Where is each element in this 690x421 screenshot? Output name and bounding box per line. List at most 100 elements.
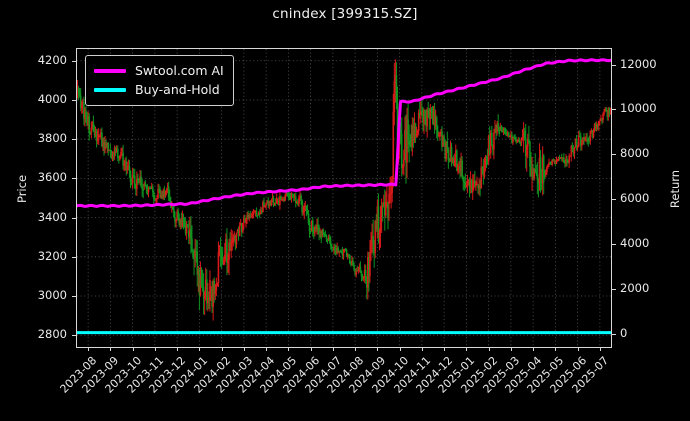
tick-mark bbox=[510, 347, 512, 351]
legend[interactable]: Swtool.com AI Buy-and-Hold bbox=[85, 55, 234, 106]
candle-body bbox=[593, 124, 596, 131]
line-series bbox=[77, 58, 611, 335]
legend-item-ai[interactable]: Swtool.com AI bbox=[94, 61, 224, 80]
candle-body bbox=[557, 157, 560, 160]
candle-body bbox=[529, 141, 531, 167]
candle-body bbox=[269, 202, 272, 205]
candle-body bbox=[216, 283, 219, 285]
candle-body bbox=[320, 231, 323, 240]
candle-body bbox=[183, 222, 186, 226]
candle-body bbox=[435, 117, 438, 131]
tick-mark bbox=[399, 347, 401, 351]
candle-body bbox=[210, 288, 212, 298]
candle-body bbox=[94, 131, 97, 135]
candle-body bbox=[226, 239, 228, 264]
tick-mark bbox=[332, 347, 334, 351]
tick-mark bbox=[266, 347, 268, 351]
candle-body bbox=[518, 139, 521, 143]
candle-body bbox=[446, 141, 449, 150]
y-tick-right: 2000 bbox=[620, 280, 650, 295]
candle-body bbox=[138, 180, 140, 182]
candle-body bbox=[371, 235, 373, 245]
candle-body bbox=[274, 202, 277, 204]
candle-body bbox=[308, 223, 311, 231]
candle-body bbox=[386, 201, 388, 204]
candle-body bbox=[576, 146, 579, 149]
candle-body bbox=[309, 230, 312, 232]
candle-body bbox=[339, 251, 342, 253]
tick-mark bbox=[555, 347, 557, 351]
candle-body bbox=[474, 180, 476, 187]
candle-body bbox=[118, 158, 120, 160]
candle-body bbox=[605, 108, 608, 111]
candle-body bbox=[543, 170, 546, 175]
candle-body bbox=[173, 209, 175, 218]
candle-body bbox=[286, 193, 289, 195]
candle-body bbox=[184, 225, 187, 234]
y-tick-left: 3400 bbox=[37, 209, 67, 224]
candle-body bbox=[189, 229, 191, 238]
candle-body bbox=[376, 206, 379, 230]
legend-item-buyhold[interactable]: Buy-and-Hold bbox=[94, 80, 224, 99]
candle-body bbox=[337, 247, 339, 252]
candle-body bbox=[407, 119, 409, 142]
y-tick-left: 3000 bbox=[37, 288, 67, 303]
tick-mark bbox=[243, 347, 245, 351]
candle-body bbox=[564, 162, 566, 164]
candle-body bbox=[224, 255, 226, 260]
candle-body bbox=[468, 181, 471, 188]
candle-body bbox=[532, 170, 534, 179]
candle-body bbox=[430, 108, 433, 110]
candle-body bbox=[141, 186, 143, 189]
candle-body bbox=[354, 269, 356, 275]
candle-body bbox=[412, 125, 415, 141]
candlestick-series bbox=[77, 59, 611, 321]
candle-body bbox=[104, 142, 106, 150]
candle-body bbox=[534, 168, 537, 172]
candle-body bbox=[498, 128, 501, 135]
candle-body bbox=[550, 162, 552, 165]
candle-body bbox=[165, 189, 168, 193]
candle-body bbox=[300, 195, 302, 201]
candle-body bbox=[482, 167, 485, 177]
legend-label-buyhold: Buy-and-Hold bbox=[135, 82, 220, 97]
candle-body bbox=[174, 217, 176, 222]
candle-body bbox=[128, 166, 131, 171]
candle-body bbox=[370, 244, 372, 253]
candle-body bbox=[495, 129, 497, 133]
candle-body bbox=[252, 211, 255, 216]
candle-body bbox=[369, 252, 371, 276]
candle-body bbox=[153, 191, 155, 200]
candle-body bbox=[380, 204, 383, 218]
tick-mark bbox=[72, 139, 76, 141]
candle-body bbox=[413, 123, 416, 141]
candle-body bbox=[266, 200, 268, 203]
candle-body bbox=[198, 269, 201, 296]
candle-body bbox=[137, 178, 139, 181]
candle-body bbox=[431, 109, 434, 114]
candle-body bbox=[101, 132, 103, 147]
candle-body bbox=[440, 131, 442, 135]
candle-body bbox=[186, 224, 189, 226]
candle-body bbox=[171, 205, 173, 208]
candle-body bbox=[98, 135, 101, 138]
candle-body bbox=[124, 161, 127, 165]
candle-body bbox=[285, 193, 288, 195]
candle-body bbox=[175, 219, 177, 222]
candle-body bbox=[483, 164, 486, 177]
legend-label-ai: Swtool.com AI bbox=[135, 63, 224, 78]
candle-body bbox=[383, 201, 386, 216]
candle-body bbox=[443, 136, 445, 142]
tick-mark bbox=[488, 347, 490, 351]
candle-body bbox=[595, 124, 598, 129]
tick-mark bbox=[154, 347, 156, 351]
candle-body bbox=[261, 210, 263, 213]
candle-body bbox=[322, 229, 325, 235]
candle-body bbox=[586, 138, 588, 140]
candle-body bbox=[362, 277, 365, 279]
tick-mark bbox=[72, 256, 76, 258]
candle-body bbox=[257, 212, 260, 216]
ai-equity-line bbox=[77, 58, 611, 208]
candle-body bbox=[405, 129, 407, 163]
candle-body bbox=[392, 111, 395, 180]
